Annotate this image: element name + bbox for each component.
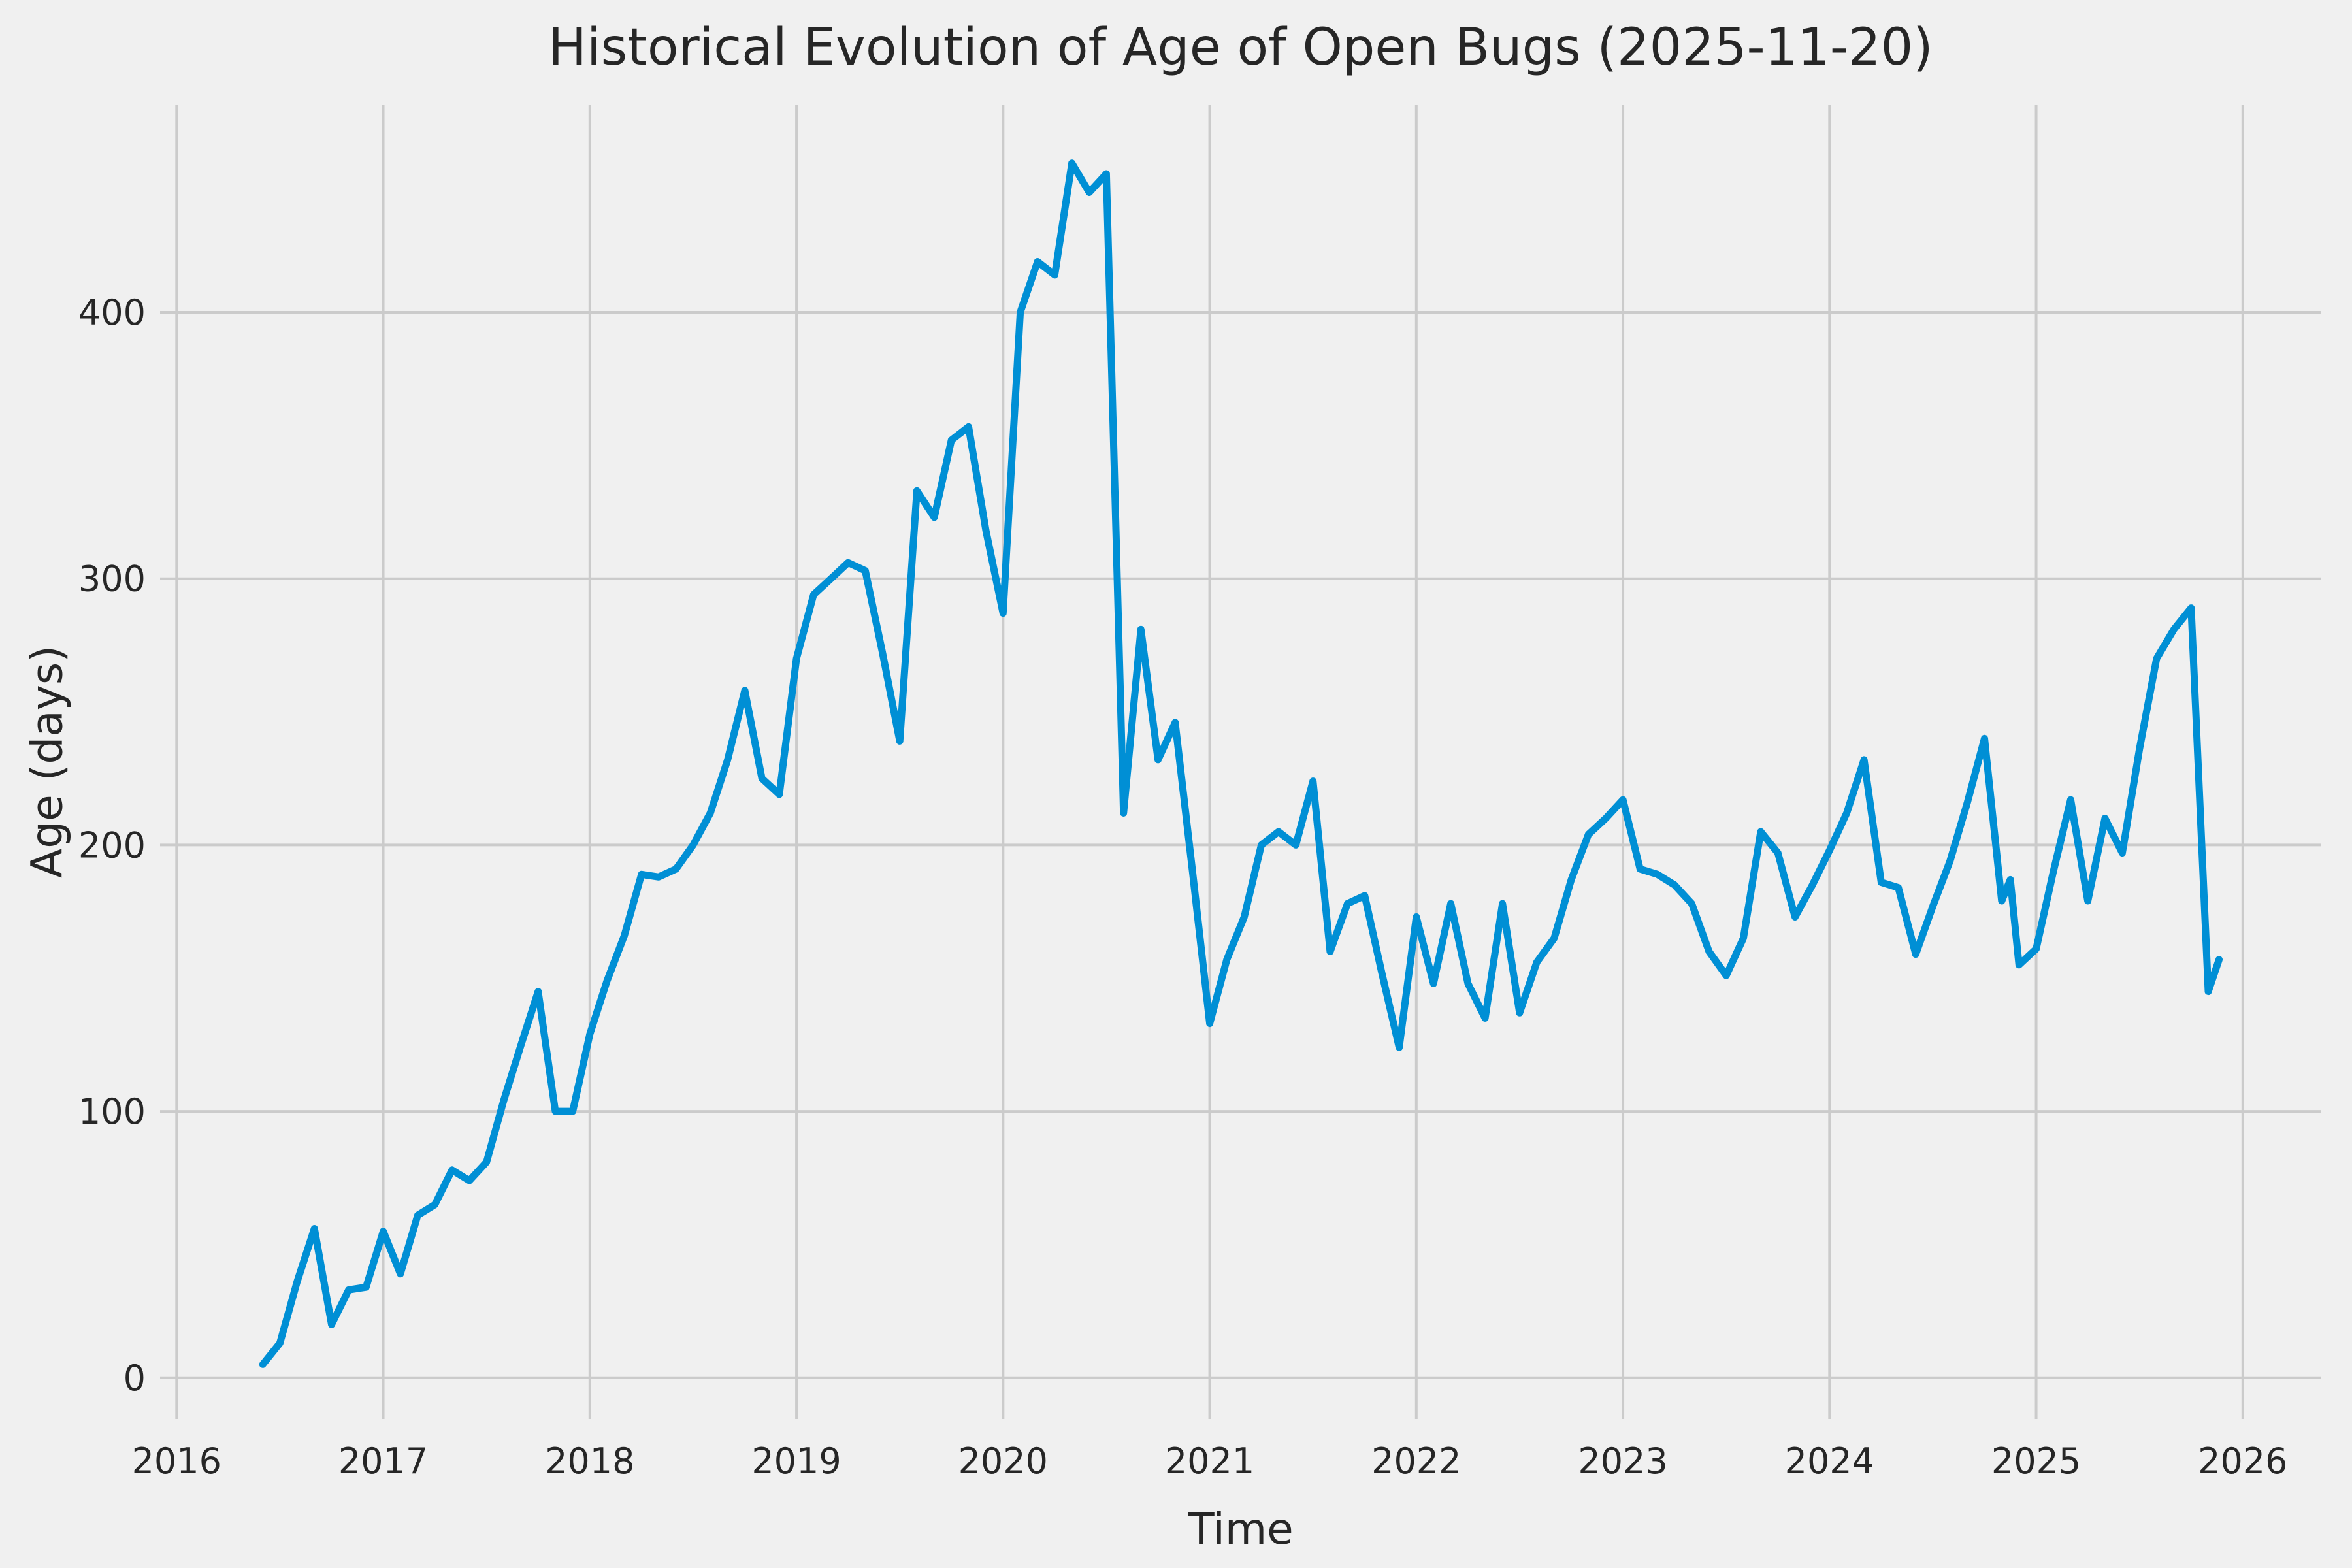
chart-title: Historical Evolution of Age of Open Bugs… [548,18,1933,77]
x-tick-label-2025: 2025 [1991,1441,2081,1482]
x-tick-label-2024: 2024 [1785,1441,1874,1482]
x-tick-label-2016: 2016 [132,1441,221,1482]
x-tick-label-2022: 2022 [1371,1441,1461,1482]
x-tick-label-2026: 2026 [2198,1441,2287,1482]
y-tick-label-0: 0 [123,1358,146,1399]
data-line-age-of-open-bugs [259,159,2223,1368]
x-axis-label: Time [1188,1504,1294,1554]
y-tick-label-400: 400 [78,292,146,333]
y-tick-label-100: 100 [78,1091,146,1132]
x-tick-label-2020: 2020 [958,1441,1048,1482]
y-axis-label: Age (days) [22,645,73,878]
x-tick-label-2018: 2018 [545,1441,634,1482]
x-tick-label-2021: 2021 [1165,1441,1254,1482]
y-tick-label-200: 200 [78,825,146,866]
x-tick-label-2023: 2023 [1578,1441,1667,1482]
x-tick-label-2017: 2017 [338,1441,428,1482]
x-tick-label-2019: 2019 [751,1441,841,1482]
y-tick-label-300: 300 [78,559,146,600]
plot-area [160,105,2321,1419]
